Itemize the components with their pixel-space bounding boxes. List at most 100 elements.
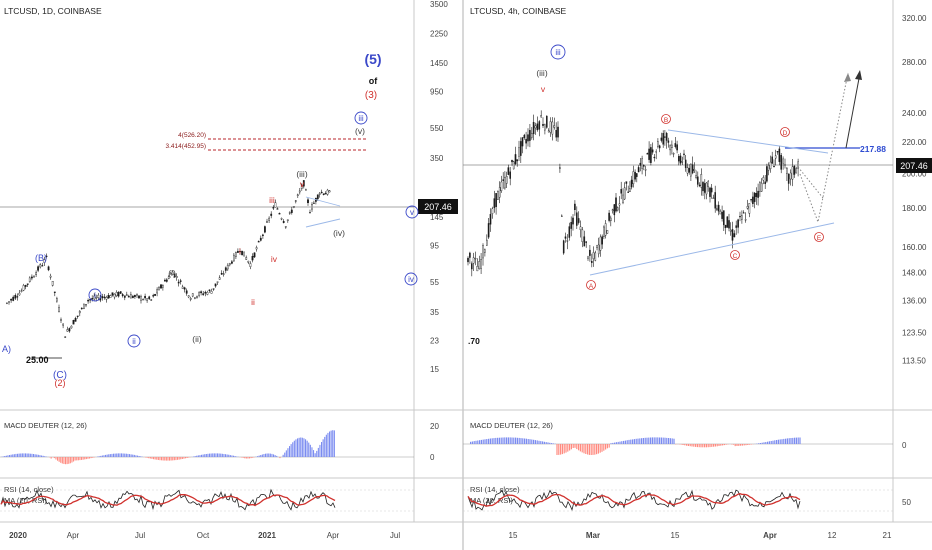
macd-bar [215, 453, 217, 457]
macd-bar [693, 444, 695, 447]
macd-bar [245, 457, 247, 459]
macd-bar [565, 444, 567, 453]
candle-body [212, 288, 215, 290]
left-x-tick-label: Apr [327, 531, 340, 540]
candle-body [125, 294, 128, 296]
macd-bar [33, 454, 35, 457]
candle-body [320, 191, 323, 194]
macd-bar [549, 442, 551, 444]
macd-bar [630, 439, 632, 444]
macd-bar [279, 457, 281, 459]
macd-bar [36, 454, 38, 457]
macd-bar [252, 457, 254, 458]
macd-bar [50, 457, 52, 459]
macd-bar [741, 444, 743, 446]
left-triangle-upper [305, 196, 341, 207]
candle-body [24, 285, 27, 287]
candle-body [328, 190, 331, 193]
macd-bar [560, 444, 562, 455]
macd-bar [558, 444, 560, 455]
macd-bar [101, 455, 103, 457]
macd-bar [129, 454, 131, 457]
candle-body [266, 221, 268, 223]
candle-body [577, 218, 580, 223]
candle-body [62, 323, 65, 326]
candle-body [472, 257, 475, 264]
macd-bar [167, 457, 169, 461]
macd-bar [18, 453, 20, 457]
candle-body [230, 261, 233, 264]
macd-bar [574, 444, 576, 448]
macd-bar [623, 440, 625, 444]
macd-bar [5, 455, 7, 457]
level-label-452: 3.414(452.95) [166, 143, 206, 150]
macd-bar [303, 438, 305, 457]
macd-bar [178, 457, 180, 460]
macd-bar [695, 444, 697, 447]
r-wave-D-circle [780, 127, 790, 137]
left-x-tick-label: Jul [390, 531, 400, 540]
candle-body [105, 297, 108, 300]
macd-bar [563, 444, 565, 454]
candle-body [103, 296, 106, 298]
macd-bar [556, 444, 558, 455]
candle-body [748, 203, 751, 214]
wave-label-C: (C) [53, 370, 67, 381]
macd-bar [53, 457, 55, 459]
macd-bar [657, 437, 659, 444]
macd-bar [247, 457, 249, 459]
macd-bar [718, 444, 720, 446]
macd-bar [597, 444, 599, 454]
candle-body [521, 137, 524, 147]
macd-bar [333, 430, 335, 457]
macd-bar [261, 454, 263, 457]
macd-bar [651, 437, 653, 444]
macd-bar [332, 430, 334, 457]
candle-body [22, 285, 25, 291]
macd-bar [522, 438, 524, 444]
candle-body [131, 295, 134, 298]
macd-bar [12, 454, 14, 457]
left-rsi-ma-title: MA (20, RSI) [4, 496, 47, 505]
candle-body [639, 162, 642, 166]
macd-bar [759, 443, 761, 444]
candle-body [226, 265, 229, 270]
macd-bar [794, 437, 796, 444]
macd-bar [648, 437, 650, 444]
macd-bar [130, 454, 132, 457]
candle-body [78, 311, 81, 314]
macd-bar [612, 442, 614, 444]
candle-body [795, 168, 797, 174]
macd-bar [776, 440, 778, 444]
macd-bar [39, 455, 41, 457]
macd-bar [221, 453, 223, 457]
macd-bar [768, 441, 770, 444]
macd-bar [484, 439, 486, 444]
macd-bar [55, 457, 57, 460]
macd-bar [140, 456, 142, 457]
macd-bar [767, 441, 769, 444]
candle-body [644, 169, 647, 171]
right-x-tick-label: Mar [586, 531, 600, 540]
r-wave-E-circle [814, 232, 824, 242]
left-y-tick-label: 3500 [430, 0, 448, 9]
candle-body [491, 208, 494, 214]
macd-bar [207, 453, 209, 457]
right-y-tick-label: 240.00 [902, 109, 927, 118]
macd-bar [716, 444, 718, 447]
macd-bar [71, 457, 73, 463]
candle-body [714, 192, 716, 209]
r-wave-label-iii-blue: iii [555, 48, 561, 57]
projection-dotted-arrowhead [844, 73, 851, 82]
macd-bar [81, 457, 83, 460]
macd-bar [578, 444, 580, 451]
candle-body [568, 226, 571, 238]
candle-body [18, 292, 21, 296]
macd-bar [471, 441, 473, 444]
macd-bar [194, 456, 196, 457]
macd-bar [84, 457, 86, 460]
macd-bar [228, 454, 230, 457]
macd-bar [26, 453, 28, 457]
candle-body [249, 263, 252, 267]
candle-body [752, 196, 754, 204]
